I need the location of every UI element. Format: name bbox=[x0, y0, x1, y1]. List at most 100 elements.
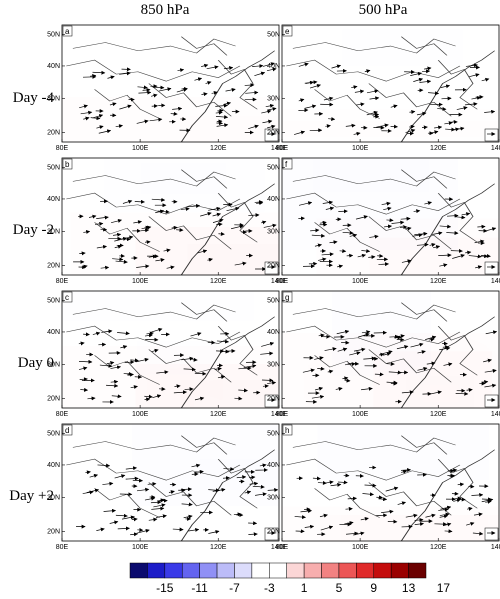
boundary-line bbox=[148, 83, 232, 117]
lat-tick-label: 30N bbox=[267, 96, 280, 103]
wind-vector bbox=[409, 124, 415, 129]
wind-vector bbox=[473, 512, 483, 517]
boundary-line bbox=[314, 488, 380, 518]
lon-tick-label: 120E bbox=[210, 278, 227, 285]
colorbar-swatch bbox=[269, 562, 287, 579]
colorbar-swatch bbox=[129, 562, 148, 579]
wind-vector bbox=[78, 359, 93, 364]
panel-frame bbox=[61, 24, 280, 143]
wind-vector bbox=[96, 125, 104, 130]
wind-vector bbox=[181, 502, 193, 507]
wind-vector bbox=[201, 92, 208, 97]
panel-frame bbox=[61, 423, 280, 542]
wind-vector bbox=[439, 514, 449, 519]
map-panel-d: d 50N 40N 30N 20N 80E 100E 120E 140E bbox=[47, 423, 287, 551]
boundary-line bbox=[400, 302, 448, 322]
wind-vector bbox=[222, 475, 230, 480]
wind-vector bbox=[212, 212, 221, 217]
lon-tick-label: 140E bbox=[491, 145, 500, 152]
wind-vector bbox=[356, 102, 365, 107]
wind-vector bbox=[310, 228, 320, 233]
anomaly-shading bbox=[342, 429, 465, 472]
panel-letter-box bbox=[282, 158, 293, 170]
wind-vector bbox=[78, 341, 85, 346]
lat-tick-label: 50N bbox=[47, 430, 60, 437]
wind-vector bbox=[337, 347, 348, 352]
wind-vector bbox=[101, 329, 113, 334]
boundary-line bbox=[400, 435, 448, 455]
wind-vector bbox=[151, 197, 166, 202]
lon-tick-label: 80E bbox=[56, 544, 69, 551]
wind-vector bbox=[429, 242, 436, 247]
colorbar-swatch bbox=[199, 562, 218, 579]
wind-vector bbox=[217, 108, 224, 113]
wind-vector bbox=[151, 104, 158, 109]
wind-vector bbox=[349, 351, 361, 356]
wind-vector bbox=[124, 360, 135, 365]
wind-vector bbox=[115, 124, 123, 129]
wind-vector bbox=[148, 517, 158, 522]
wind-vector bbox=[200, 211, 212, 217]
wind-vector bbox=[265, 103, 275, 108]
boundary-line bbox=[292, 304, 456, 320]
map-panel-b: b 50N 40N 30N 20N 80E 100E 120E 140E bbox=[47, 157, 287, 285]
wind-vector bbox=[423, 66, 432, 71]
boundary-line bbox=[286, 325, 461, 348]
lon-tick-label: 80E bbox=[56, 278, 69, 285]
wind-vector bbox=[155, 209, 165, 214]
panel-letter: b bbox=[65, 160, 70, 169]
wind-vector bbox=[401, 259, 412, 264]
wind-vector bbox=[337, 264, 344, 269]
lon-tick-label: 120E bbox=[430, 145, 447, 152]
wind-vector bbox=[148, 254, 157, 259]
wind-vector bbox=[102, 481, 114, 486]
lat-tick-label: 30N bbox=[47, 96, 60, 103]
anomaly-shading bbox=[196, 120, 279, 138]
wind-vector bbox=[429, 130, 439, 135]
wind-vector bbox=[138, 90, 152, 95]
wind-vector bbox=[216, 222, 223, 227]
panel-letter: e bbox=[285, 27, 290, 36]
row-label-day-0: Day 0 bbox=[17, 355, 54, 371]
wind-vector bbox=[107, 75, 115, 80]
wind-vector bbox=[234, 396, 243, 401]
wind-vector bbox=[344, 521, 354, 525]
wind-vector bbox=[147, 481, 157, 486]
lat-tick-label: 40N bbox=[47, 63, 60, 70]
boundary-line bbox=[72, 38, 236, 54]
wind-vector bbox=[208, 530, 220, 534]
colorbar-label: -11 bbox=[191, 581, 208, 595]
lon-tick-label: 140E bbox=[491, 544, 500, 551]
wind-vector bbox=[464, 102, 478, 107]
wind-vector bbox=[469, 73, 480, 78]
colorbar-swatch bbox=[181, 562, 200, 579]
wind-vector bbox=[390, 104, 398, 109]
wind-vector bbox=[267, 124, 276, 129]
wind-vector bbox=[363, 356, 376, 361]
wind-vector bbox=[401, 467, 412, 472]
wind-vector bbox=[117, 526, 130, 531]
wind-vector bbox=[347, 361, 360, 366]
wind-vector bbox=[378, 262, 390, 267]
boundary-line bbox=[314, 222, 380, 252]
boundary-line bbox=[286, 458, 461, 481]
panel-frame bbox=[281, 290, 500, 409]
lat-tick-label: 20N bbox=[47, 396, 60, 403]
wind-vector bbox=[432, 245, 441, 250]
wind-vector bbox=[304, 80, 318, 85]
boundary-line bbox=[400, 169, 448, 189]
lat-tick-label: 30N bbox=[47, 362, 60, 369]
boundary-line bbox=[292, 38, 456, 54]
lon-tick-label: 80E bbox=[276, 145, 289, 152]
colorbar-swatch bbox=[251, 562, 270, 579]
wind-vector bbox=[353, 347, 366, 352]
wind-vector bbox=[396, 345, 409, 350]
wind-vector bbox=[109, 520, 119, 525]
lat-tick-label: 30N bbox=[47, 495, 60, 502]
wind-vector bbox=[252, 63, 264, 68]
wind-vector bbox=[388, 370, 402, 375]
wind-vector bbox=[425, 513, 436, 518]
lat-tick-label: 40N bbox=[267, 462, 280, 469]
coastline bbox=[180, 50, 276, 142]
